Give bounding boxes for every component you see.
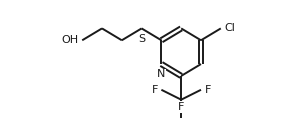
Text: F: F (178, 102, 185, 112)
Text: F: F (204, 85, 211, 95)
Text: F: F (152, 85, 158, 95)
Text: S: S (138, 34, 145, 44)
Text: OH: OH (62, 35, 79, 45)
Text: Cl: Cl (224, 23, 235, 33)
Text: N: N (157, 70, 165, 79)
